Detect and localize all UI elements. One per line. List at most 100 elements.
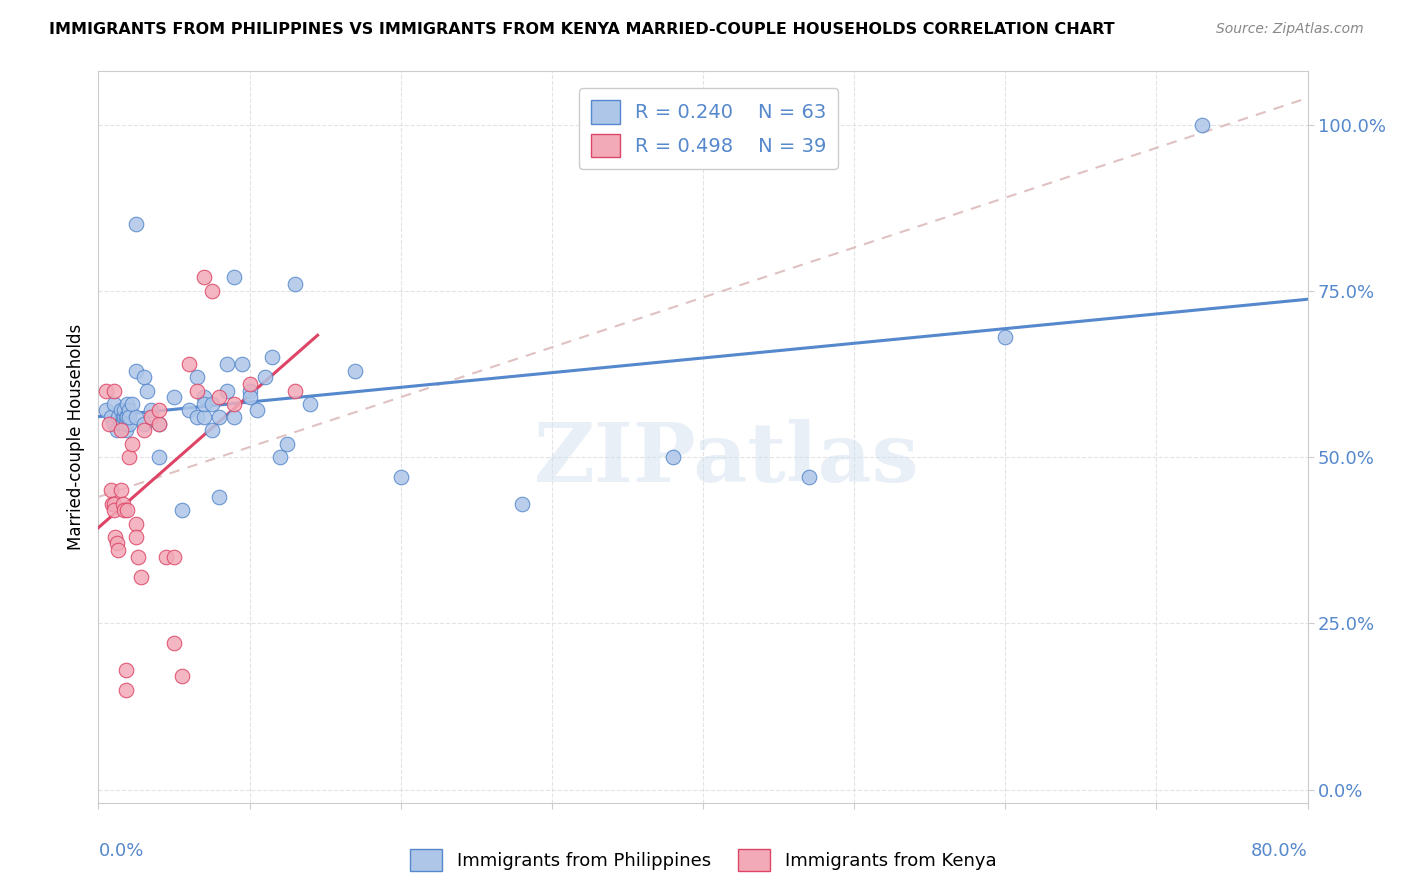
Point [215, 384, 238, 398]
Point [148, 417, 170, 431]
Point [129, 570, 152, 584]
Point [112, 503, 135, 517]
Point [107, 543, 129, 558]
Point [170, 669, 193, 683]
Point [110, 403, 132, 417]
Point [179, 357, 201, 371]
Point [94, 384, 117, 398]
Point [110, 424, 132, 438]
Point [103, 497, 125, 511]
Point [215, 357, 238, 371]
Point [98, 417, 121, 431]
Point [114, 410, 136, 425]
Point [100, 410, 122, 425]
Text: IMMIGRANTS FROM PHILIPPINES VS IMMIGRANTS FROM KENYA MARRIED-COUPLE HOUSEHOLDS C: IMMIGRANTS FROM PHILIPPINES VS IMMIGRANT… [49, 22, 1115, 37]
Point [118, 403, 141, 417]
Point [276, 436, 298, 450]
Legend: Immigrants from Philippines, Immigrants from Kenya: Immigrants from Philippines, Immigrants … [402, 842, 1004, 879]
Point [201, 397, 224, 411]
Point [148, 403, 170, 417]
Point [115, 397, 138, 411]
Point [224, 397, 246, 411]
Point [105, 536, 128, 550]
Point [103, 397, 125, 411]
Point [299, 397, 322, 411]
Point [118, 410, 141, 425]
Point [94, 403, 117, 417]
Point [208, 410, 231, 425]
Point [262, 351, 284, 365]
Point [148, 417, 170, 431]
Point [1191, 118, 1213, 132]
Point [111, 410, 134, 425]
Point [132, 370, 155, 384]
Point [121, 397, 143, 411]
Point [111, 417, 134, 431]
Point [163, 390, 186, 404]
Point [118, 450, 141, 464]
Point [125, 530, 148, 544]
Text: ZIPatlas: ZIPatlas [534, 419, 920, 499]
Point [112, 410, 135, 425]
Point [208, 390, 231, 404]
Text: 0.0%: 0.0% [98, 842, 143, 860]
Text: Source: ZipAtlas.com: Source: ZipAtlas.com [1216, 22, 1364, 37]
Point [103, 384, 125, 398]
Point [389, 470, 412, 484]
Point [201, 284, 224, 298]
Point [110, 417, 132, 431]
Point [118, 417, 141, 431]
Point [661, 450, 683, 464]
Text: 80.0%: 80.0% [1251, 842, 1308, 860]
Point [994, 330, 1017, 344]
Point [141, 410, 163, 425]
Point [239, 384, 262, 398]
Point [239, 376, 262, 391]
Point [510, 497, 533, 511]
Legend: R = 0.240    N = 63, R = 0.498    N = 39: R = 0.240 N = 63, R = 0.498 N = 39 [579, 88, 838, 169]
Point [125, 217, 148, 231]
Point [201, 424, 224, 438]
Point [155, 549, 177, 564]
Point [239, 390, 262, 404]
Point [111, 497, 134, 511]
Point [284, 384, 307, 398]
Point [186, 370, 208, 384]
Point [112, 403, 135, 417]
Point [208, 490, 231, 504]
Point [186, 384, 208, 398]
Point [110, 483, 132, 498]
Point [107, 410, 129, 425]
Point [224, 410, 246, 425]
Point [135, 384, 157, 398]
Point [132, 424, 155, 438]
Point [253, 370, 276, 384]
Point [148, 450, 170, 464]
Point [127, 549, 149, 564]
Point [193, 390, 215, 404]
Point [100, 483, 122, 498]
Point [125, 363, 148, 377]
Point [246, 403, 269, 417]
Point [114, 663, 136, 677]
Point [231, 357, 253, 371]
Point [284, 277, 307, 292]
Point [186, 410, 208, 425]
Point [115, 503, 138, 517]
Point [797, 470, 820, 484]
Point [179, 403, 201, 417]
Point [125, 410, 148, 425]
Point [125, 516, 148, 531]
Point [224, 270, 246, 285]
Point [114, 417, 136, 431]
Point [193, 410, 215, 425]
Point [132, 417, 155, 431]
Point [104, 530, 127, 544]
Point [170, 503, 193, 517]
Point [121, 436, 143, 450]
Y-axis label: Married-couple Households: Married-couple Households [66, 324, 84, 550]
Point [269, 450, 291, 464]
Point [115, 410, 138, 425]
Point [193, 397, 215, 411]
Point [344, 363, 367, 377]
